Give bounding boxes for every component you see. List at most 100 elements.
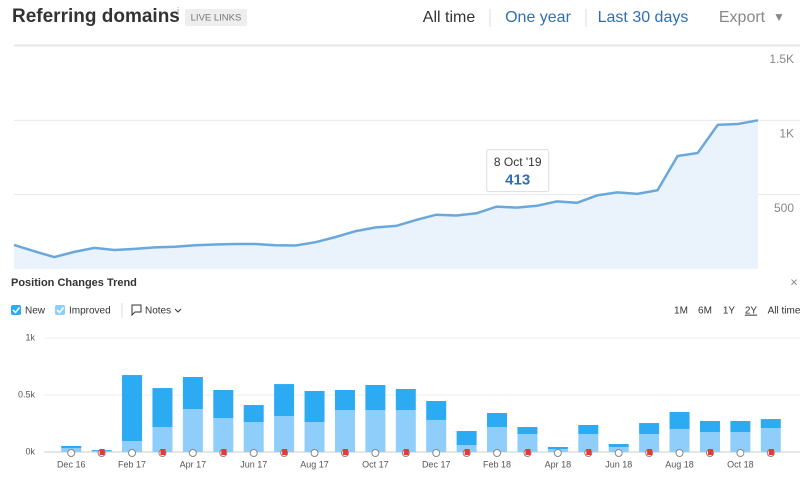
bar-segment — [517, 427, 538, 434]
bar-segment — [365, 410, 386, 452]
line — [13, 119, 759, 259]
y-tick-label: 1.5K — [769, 52, 794, 66]
bar-segment — [213, 389, 234, 419]
bar-segment — [517, 433, 538, 452]
x-tick-label: Aug 18 — [665, 459, 694, 469]
google-icon — [432, 449, 441, 457]
note-flag — [282, 449, 288, 455]
y-tick-label: 500 — [774, 201, 794, 215]
bar-segment — [274, 384, 295, 416]
bar-segment — [487, 427, 508, 452]
referring-chart: 500 1K 1.5K 8 Oct '19 413 — [13, 45, 800, 269]
tooltip-value: 413 — [505, 172, 530, 189]
bar-segment — [274, 415, 295, 452]
x-tick-label: Apr 18 — [545, 459, 572, 469]
tooltip-label: 8 Oct '19 — [494, 155, 542, 169]
google-icon — [675, 449, 684, 457]
bar-segment — [760, 428, 781, 452]
badge: LIVE LINKS — [191, 13, 242, 24]
title: Referring domains — [12, 6, 180, 27]
legend-improved[interactable]: Improved — [69, 306, 111, 317]
check — [12, 307, 21, 314]
legend-new[interactable]: New — [25, 306, 46, 317]
x-tick-label: Jun 18 — [605, 459, 632, 469]
google-icon — [736, 449, 745, 457]
tooltip-box — [486, 149, 550, 193]
bar-segment — [669, 428, 690, 452]
export[interactable]: Export — [719, 9, 766, 26]
note-flag — [464, 449, 470, 455]
x-tick-label: Apr 17 — [180, 459, 207, 469]
note-flag — [525, 449, 531, 455]
bar-segment — [456, 445, 477, 452]
legend-check-new[interactable] — [11, 305, 21, 315]
bar-segment — [578, 433, 599, 452]
range-1y[interactable]: 1Y — [723, 306, 736, 317]
bar-segment — [730, 432, 751, 452]
note-flag — [99, 449, 105, 455]
bar-segment — [760, 419, 781, 429]
x-tick-label: Feb 17 — [118, 459, 146, 469]
x-tick-label: Feb 18 — [483, 459, 511, 469]
note-flag — [707, 449, 713, 455]
note-flag — [647, 449, 653, 455]
bar-segment — [426, 401, 447, 420]
bar-segment — [426, 419, 447, 452]
bar-segment — [152, 388, 173, 428]
range-year[interactable]: One year — [505, 9, 571, 26]
bar-segment — [578, 424, 599, 434]
y-tick-label: 1k — [25, 332, 35, 342]
bar-segment — [122, 375, 143, 442]
google-icon — [310, 449, 319, 457]
y-tick-label: 0k — [25, 446, 35, 456]
range-30[interactable]: Last 30 days — [598, 9, 689, 26]
y-tick-label: 0.5k — [18, 389, 36, 399]
x-tick-label: Dec 17 — [422, 459, 451, 469]
notes-icon — [131, 304, 142, 317]
google-icon — [371, 449, 380, 457]
bar-segment — [699, 420, 720, 433]
bar-segment — [304, 391, 325, 423]
google-icon — [249, 449, 258, 457]
range-6m[interactable]: 6M — [698, 306, 712, 317]
panel-close[interactable]: × — [790, 274, 798, 289]
bar-segment — [639, 423, 660, 434]
note-flag — [768, 449, 774, 455]
check — [56, 307, 65, 314]
google-icon — [614, 449, 623, 457]
bar-segment — [334, 410, 355, 452]
x-tick-label: Oct 18 — [727, 459, 754, 469]
range-all[interactable]: All time — [423, 9, 476, 26]
bar-segment — [304, 422, 325, 452]
bar-segment — [487, 413, 508, 428]
bar-segment — [395, 388, 416, 411]
x-tick-label: Aug 17 — [300, 459, 329, 469]
note-flag — [221, 449, 227, 455]
legend-check-improved[interactable] — [55, 305, 65, 315]
bar-segment — [608, 444, 629, 447]
bar-segment — [547, 446, 568, 450]
notes[interactable]: Notes — [145, 306, 171, 317]
notes-caret — [174, 308, 182, 313]
bar-segment — [182, 376, 203, 410]
bar-segment — [395, 410, 416, 452]
bar-segment — [669, 411, 690, 429]
google-icon — [188, 449, 197, 457]
info-icon[interactable]: i — [177, 7, 179, 18]
export-caret[interactable]: ▼ — [773, 10, 785, 24]
note-flag — [403, 449, 409, 455]
range-2y[interactable]: 2Y — [745, 306, 758, 317]
bar-segment — [61, 445, 82, 449]
bar-segment — [213, 418, 234, 452]
bar-segment — [182, 409, 203, 452]
x-tick-label: Jun 17 — [240, 459, 267, 469]
google-icon — [493, 449, 502, 457]
bar-segment — [639, 433, 660, 452]
range-1m[interactable]: 1M — [674, 306, 688, 317]
bar-segment — [456, 431, 477, 446]
badge-bg — [185, 9, 247, 26]
range-all-time[interactable]: All time — [768, 306, 801, 317]
x-tick-label: Oct 17 — [362, 459, 389, 469]
google-icon — [67, 449, 76, 457]
